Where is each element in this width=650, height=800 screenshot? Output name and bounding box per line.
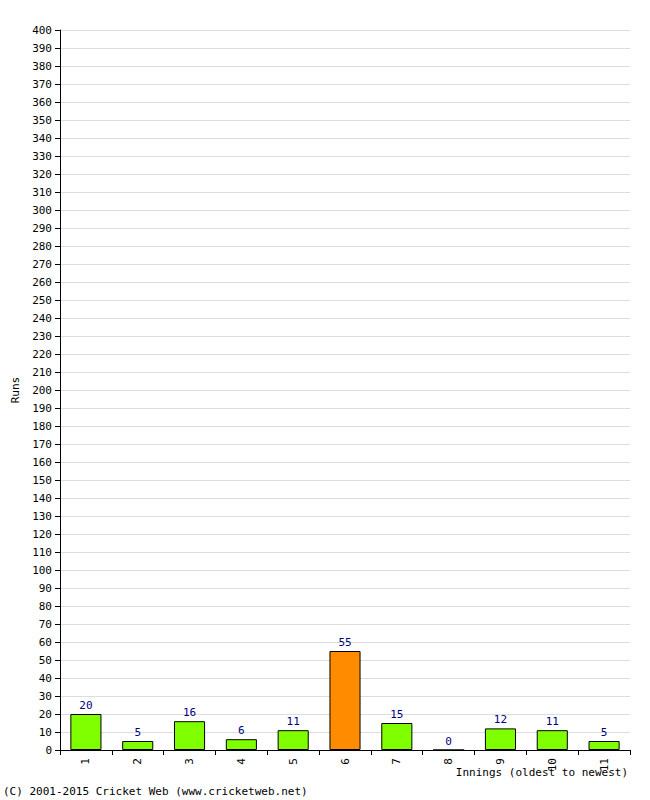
svg-text:400: 400	[32, 24, 52, 37]
svg-text:180: 180	[32, 420, 52, 433]
svg-text:100: 100	[32, 564, 52, 577]
svg-text:55: 55	[338, 636, 351, 649]
svg-text:80: 80	[39, 600, 52, 613]
svg-text:6: 6	[238, 724, 245, 737]
svg-text:210: 210	[32, 366, 52, 379]
svg-text:310: 310	[32, 186, 52, 199]
svg-text:11: 11	[546, 715, 559, 728]
svg-text:190: 190	[32, 402, 52, 415]
svg-text:5: 5	[601, 726, 608, 739]
svg-text:300: 300	[32, 204, 52, 217]
svg-text:270: 270	[32, 258, 52, 271]
svg-text:(C) 2001-2015 Cricket Web (www: (C) 2001-2015 Cricket Web (www.cricketwe…	[3, 785, 308, 798]
svg-text:10: 10	[39, 726, 52, 739]
svg-text:Innings (oldest to newest): Innings (oldest to newest)	[455, 766, 628, 779]
svg-text:380: 380	[32, 60, 52, 73]
svg-text:5: 5	[287, 758, 300, 765]
svg-text:240: 240	[32, 312, 52, 325]
svg-text:40: 40	[39, 672, 52, 685]
svg-text:5: 5	[134, 726, 141, 739]
svg-text:12: 12	[494, 713, 507, 726]
svg-text:290: 290	[32, 222, 52, 235]
svg-text:280: 280	[32, 240, 52, 253]
svg-text:11: 11	[287, 715, 300, 728]
svg-text:9: 9	[494, 758, 507, 765]
svg-text:350: 350	[32, 114, 52, 127]
svg-text:2: 2	[131, 758, 144, 765]
svg-text:340: 340	[32, 132, 52, 145]
svg-text:20: 20	[79, 699, 92, 712]
svg-text:390: 390	[32, 42, 52, 55]
svg-text:4: 4	[235, 758, 248, 765]
svg-text:360: 360	[32, 96, 52, 109]
svg-text:10: 10	[546, 758, 559, 771]
svg-text:90: 90	[39, 582, 52, 595]
svg-text:250: 250	[32, 294, 52, 307]
svg-text:16: 16	[183, 706, 196, 719]
svg-text:8: 8	[442, 758, 455, 765]
svg-text:260: 260	[32, 276, 52, 289]
svg-text:7: 7	[390, 758, 403, 765]
svg-text:110: 110	[32, 546, 52, 559]
svg-text:6: 6	[339, 758, 352, 765]
svg-text:330: 330	[32, 150, 52, 163]
svg-text:30: 30	[39, 690, 52, 703]
svg-text:200: 200	[32, 384, 52, 397]
svg-text:11: 11	[598, 758, 611, 771]
svg-text:0: 0	[445, 735, 452, 748]
svg-text:50: 50	[39, 654, 52, 667]
svg-text:370: 370	[32, 78, 52, 91]
svg-text:1: 1	[79, 758, 92, 765]
svg-text:60: 60	[39, 636, 52, 649]
svg-text:120: 120	[32, 528, 52, 541]
svg-text:70: 70	[39, 618, 52, 631]
svg-text:15: 15	[390, 708, 403, 721]
svg-text:0: 0	[45, 744, 52, 757]
svg-text:140: 140	[32, 492, 52, 505]
svg-text:320: 320	[32, 168, 52, 181]
svg-text:150: 150	[32, 474, 52, 487]
svg-text:220: 220	[32, 348, 52, 361]
svg-text:230: 230	[32, 330, 52, 343]
svg-text:170: 170	[32, 438, 52, 451]
svg-text:Runs: Runs	[9, 377, 22, 404]
svg-text:20: 20	[39, 708, 52, 721]
svg-text:130: 130	[32, 510, 52, 523]
svg-text:3: 3	[183, 758, 196, 765]
svg-text:160: 160	[32, 456, 52, 469]
